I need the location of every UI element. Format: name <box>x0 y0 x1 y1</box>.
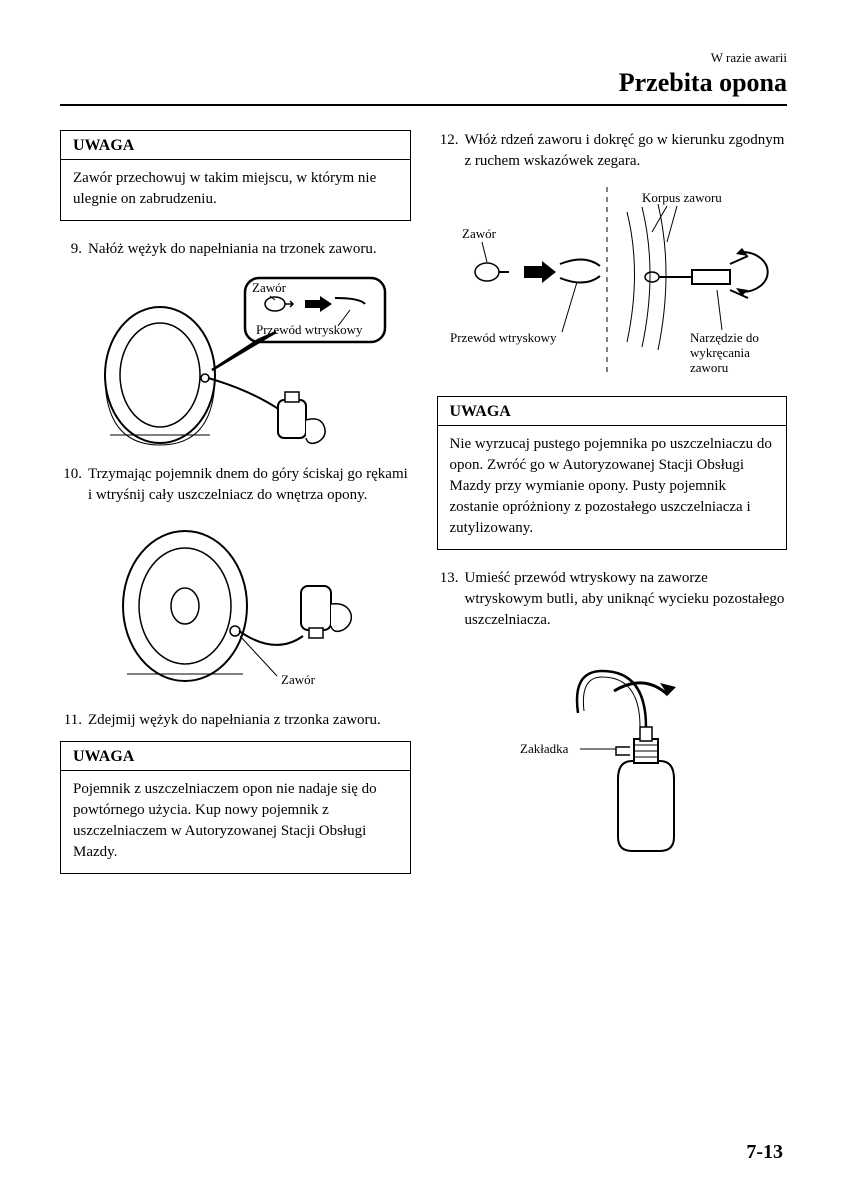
step-number: 11. <box>60 710 88 731</box>
fig9-label-przewod: Przewód wtryskowy <box>256 322 363 337</box>
header-rule <box>60 104 787 106</box>
fig9-label-zawor: Zawór <box>252 280 287 295</box>
figure-step-13: Zakładka <box>437 641 788 861</box>
step-13: 13. Umieść przewód wtryskowy na zaworze … <box>437 568 788 631</box>
note-box-2: UWAGA Pojemnik z uszczelniaczem opon nie… <box>60 741 411 874</box>
fig12-label-przewod: Przewód wtryskowy <box>450 330 557 345</box>
header-section: W razie awarii <box>60 50 787 66</box>
figure-step-12: Zawór Przewód wtryskowy <box>437 182 788 382</box>
note-box-3: UWAGA Nie wyrzucaj pustego pojemnika po … <box>437 396 788 550</box>
fig12-label-narzedzie-2: wykręcania <box>690 345 750 360</box>
note-body: Pojemnik z uszczelniaczem opon nie nadaj… <box>61 771 410 873</box>
fig12-label-narzedzie-1: Narzędzie do <box>690 330 759 345</box>
step-number: 12. <box>437 130 465 172</box>
fig10-label-zawor: Zawór <box>281 672 316 687</box>
step-number: 13. <box>437 568 465 631</box>
step-text: Trzymając pojemnik dnem do góry ściskaj … <box>88 464 411 506</box>
note-title: UWAGA <box>438 397 787 426</box>
page-header: W razie awarii Przebita opona <box>60 50 787 98</box>
step-number: 9. <box>60 239 88 260</box>
fig12-label-korpus: Korpus zaworu <box>642 190 722 205</box>
step-text: Nałóż wężyk do napełniania na trzonek za… <box>88 239 411 260</box>
figure-step-9: Zawór Przewód wtryskowy <box>60 270 411 450</box>
step-text: Włóż rdzeń zaworu i dokręć go w kierunku… <box>465 130 788 172</box>
step-text: Umieść przewód wtryskowy na zaworze wtry… <box>465 568 788 631</box>
fig12-label-narzedzie-3: zaworu <box>690 360 729 375</box>
note-body: Zawór przechowuj w takim miejscu, w któr… <box>61 160 410 220</box>
page-number: 7-13 <box>746 1141 783 1164</box>
note-box-1: UWAGA Zawór przechowuj w takim miejscu, … <box>60 130 411 221</box>
note-title: UWAGA <box>61 131 410 160</box>
step-text: Zdejmij wężyk do napełniania z trzonka z… <box>88 710 411 731</box>
fig12-label-zawor: Zawór <box>462 226 497 241</box>
figure-step-10: Zawór <box>60 516 411 696</box>
header-title: Przebita opona <box>60 68 787 98</box>
step-number: 10. <box>60 464 88 506</box>
step-10: 10. Trzymając pojemnik dnem do góry ścis… <box>60 464 411 506</box>
note-body: Nie wyrzucaj pustego pojemnika po uszcze… <box>438 426 787 549</box>
left-column: UWAGA Zawór przechowuj w takim miejscu, … <box>60 130 411 892</box>
step-12: 12. Włóż rdzeń zaworu i dokręć go w kier… <box>437 130 788 172</box>
step-11: 11. Zdejmij wężyk do napełniania z trzon… <box>60 710 411 731</box>
fig13-label-zakladka: Zakładka <box>520 741 569 756</box>
step-9: 9. Nałóż wężyk do napełniania na trzonek… <box>60 239 411 260</box>
note-title: UWAGA <box>61 742 410 771</box>
right-column: 12. Włóż rdzeń zaworu i dokręć go w kier… <box>437 130 788 892</box>
